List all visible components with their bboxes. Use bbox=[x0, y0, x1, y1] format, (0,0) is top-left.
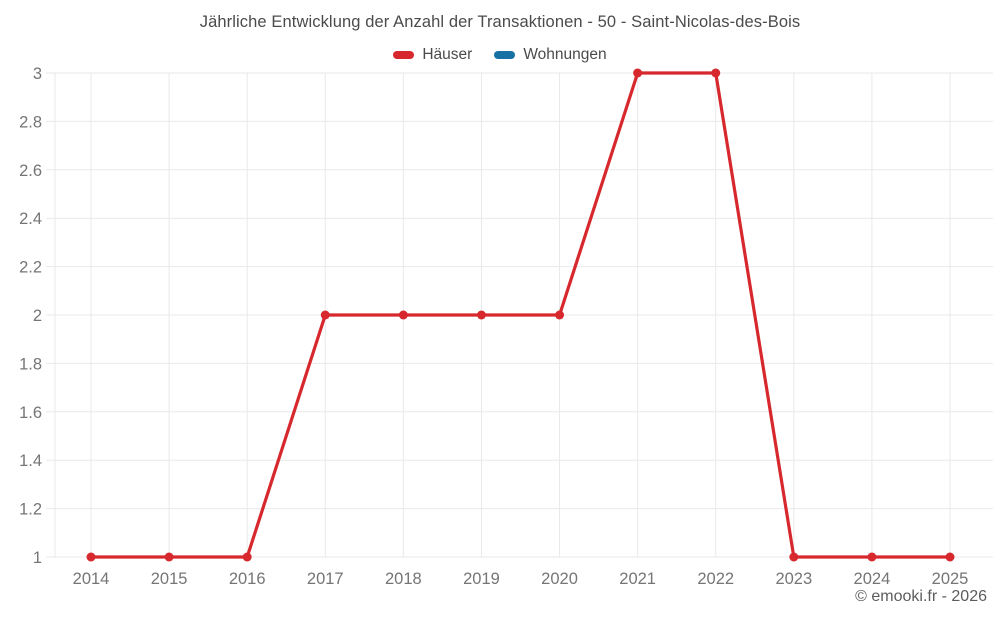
svg-text:2.2: 2.2 bbox=[19, 259, 42, 277]
data-point-marker bbox=[555, 310, 565, 320]
svg-text:2019: 2019 bbox=[463, 570, 500, 588]
svg-text:2024: 2024 bbox=[854, 570, 891, 588]
legend-label-wohnungen: Wohnungen bbox=[523, 46, 607, 63]
y-axis-labels: 1 1.2 1.4 1.6 1.8 2 2.2 2.4 2.6 2.8 3 bbox=[19, 65, 42, 567]
svg-text:2020: 2020 bbox=[541, 570, 578, 588]
svg-text:1: 1 bbox=[33, 549, 42, 567]
svg-text:2.6: 2.6 bbox=[19, 162, 42, 180]
svg-text:2025: 2025 bbox=[932, 570, 969, 588]
data-point-marker bbox=[86, 552, 96, 562]
data-point-marker bbox=[398, 310, 408, 320]
svg-text:2014: 2014 bbox=[73, 570, 110, 588]
svg-text:2.4: 2.4 bbox=[19, 210, 42, 228]
svg-text:1.2: 1.2 bbox=[19, 501, 42, 519]
data-point-marker bbox=[320, 310, 330, 320]
svg-text:3: 3 bbox=[33, 65, 42, 83]
svg-text:2018: 2018 bbox=[385, 570, 422, 588]
svg-text:2022: 2022 bbox=[697, 570, 734, 588]
x-axis-labels: 2014 2015 2016 2017 2018 2019 2020 2021 2022 2023… bbox=[73, 570, 969, 588]
legend-item-wohnungen[interactable]: Wohnungen bbox=[494, 46, 607, 64]
copyright-attribution: © emooki.fr - 2026 bbox=[855, 588, 987, 605]
chart-legend: Häuser Wohnungen bbox=[0, 46, 1000, 64]
svg-text:2015: 2015 bbox=[151, 570, 188, 588]
data-point-marker bbox=[633, 68, 643, 78]
svg-text:2: 2 bbox=[33, 307, 42, 325]
data-point-marker bbox=[242, 552, 252, 562]
data-point-marker bbox=[945, 552, 955, 562]
svg-text:2021: 2021 bbox=[619, 570, 656, 588]
svg-text:2.8: 2.8 bbox=[19, 113, 42, 131]
wohnungen-series-swatch-icon bbox=[494, 51, 516, 59]
legend-item-hauser[interactable]: Häuser bbox=[393, 46, 472, 64]
svg-text:2016: 2016 bbox=[229, 570, 266, 588]
chart-title: Jährliche Entwicklung der Anzahl der Tra… bbox=[199, 13, 801, 31]
data-point-marker bbox=[789, 552, 799, 562]
svg-text:1.4: 1.4 bbox=[19, 452, 42, 470]
data-point-marker bbox=[476, 310, 486, 320]
data-point-marker bbox=[711, 68, 721, 78]
svg-text:1.8: 1.8 bbox=[19, 355, 42, 373]
svg-text:1.6: 1.6 bbox=[19, 404, 42, 422]
legend-label-hauser: Häuser bbox=[422, 46, 473, 63]
data-point-marker bbox=[867, 552, 877, 562]
svg-text:2017: 2017 bbox=[307, 570, 344, 588]
hauser-series-swatch-icon bbox=[393, 51, 415, 59]
series-h-user bbox=[86, 68, 955, 562]
svg-text:2023: 2023 bbox=[775, 570, 812, 588]
data-point-marker bbox=[164, 552, 174, 562]
